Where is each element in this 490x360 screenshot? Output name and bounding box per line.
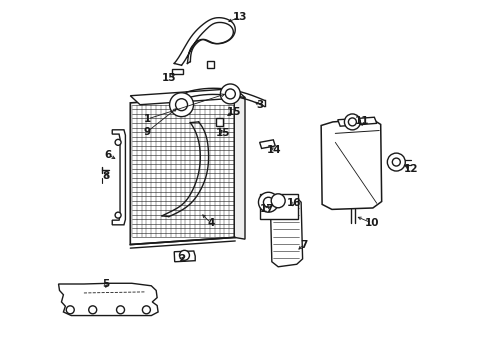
Polygon shape [270, 197, 303, 267]
Bar [172, 69, 183, 75]
Text: 15: 15 [162, 73, 176, 83]
Polygon shape [174, 251, 195, 262]
Bar [260, 194, 298, 220]
Text: 3: 3 [256, 100, 263, 110]
Text: 13: 13 [233, 12, 247, 22]
Text: 12: 12 [404, 164, 418, 174]
Text: 1: 1 [144, 114, 151, 124]
Circle shape [258, 192, 278, 212]
Text: 15: 15 [227, 107, 242, 117]
Text: 16: 16 [287, 198, 301, 208]
Text: 17: 17 [260, 204, 274, 214]
Circle shape [264, 197, 273, 207]
Circle shape [115, 212, 121, 218]
Circle shape [179, 250, 190, 260]
Circle shape [175, 99, 188, 111]
Text: 15: 15 [216, 129, 230, 138]
Bar [216, 118, 223, 126]
Circle shape [348, 118, 356, 126]
Polygon shape [234, 96, 245, 239]
Circle shape [392, 158, 400, 166]
Circle shape [225, 89, 235, 99]
Bar [207, 60, 215, 68]
Polygon shape [130, 96, 235, 244]
Circle shape [115, 139, 121, 145]
Text: 8: 8 [102, 171, 109, 181]
Circle shape [220, 84, 240, 104]
Circle shape [143, 306, 150, 314]
Polygon shape [58, 283, 158, 316]
Polygon shape [130, 89, 245, 105]
Text: 6: 6 [105, 150, 112, 160]
Polygon shape [321, 119, 382, 210]
Circle shape [66, 306, 74, 314]
Polygon shape [112, 130, 125, 225]
Text: 4: 4 [207, 218, 215, 228]
Text: 10: 10 [365, 218, 379, 228]
Circle shape [388, 153, 405, 171]
Circle shape [271, 194, 285, 208]
Text: 5: 5 [102, 279, 109, 289]
Circle shape [117, 306, 124, 314]
Text: 2: 2 [178, 254, 185, 264]
Text: 9: 9 [144, 127, 151, 136]
Circle shape [344, 114, 360, 130]
Text: 11: 11 [355, 116, 369, 126]
Polygon shape [260, 140, 275, 148]
Text: 7: 7 [300, 239, 307, 249]
Circle shape [89, 306, 97, 314]
Circle shape [170, 93, 194, 117]
Polygon shape [338, 117, 377, 126]
Text: 14: 14 [267, 144, 282, 154]
